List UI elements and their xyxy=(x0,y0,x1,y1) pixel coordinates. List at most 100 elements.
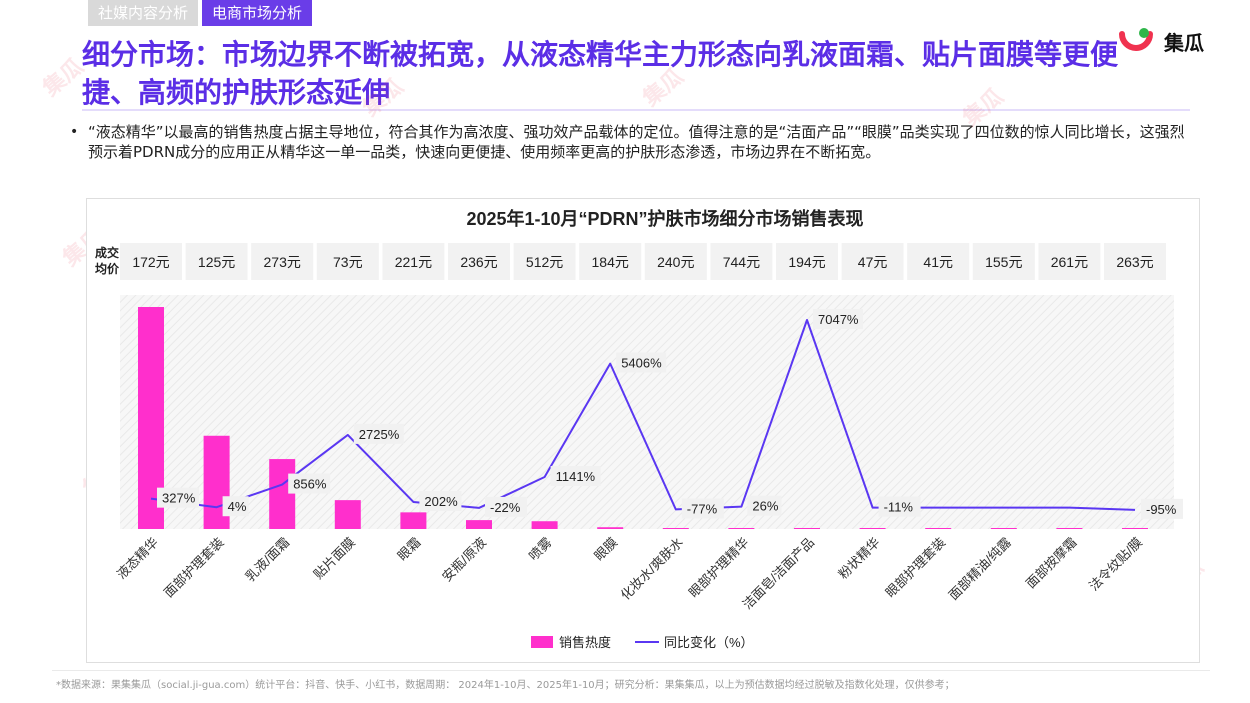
price-cell xyxy=(644,243,707,280)
price-value: 41元 xyxy=(923,254,953,270)
summary-text: “液态精华”以最高的销售热度占据主导地位，符合其作为高浓度、强功效产品载体的定位… xyxy=(88,123,1185,161)
x-tick-label: 面部按摩霜 xyxy=(1023,535,1080,592)
price-value: 155元 xyxy=(985,254,1022,270)
bar-sales xyxy=(531,521,558,529)
data-label: -11% xyxy=(884,500,914,515)
price-cell xyxy=(185,243,248,280)
x-tick-label: 眼部护理精华 xyxy=(686,535,752,601)
x-tick-label: 粉状精华 xyxy=(835,535,882,582)
x-tick-label: 面部护理套装 xyxy=(161,535,227,601)
data-label: 4% xyxy=(228,499,247,514)
brand-logo: 集瓜 xyxy=(1118,26,1204,56)
price-value: 273元 xyxy=(264,254,301,270)
top-tabs: 社媒内容分析 电商市场分析 xyxy=(88,0,313,26)
data-label-bg xyxy=(353,423,404,444)
data-label: 1141% xyxy=(556,469,596,484)
price-value: 236元 xyxy=(460,254,497,270)
price-cell xyxy=(1038,243,1101,280)
legend-swatch-bar xyxy=(531,636,553,648)
data-label-bg xyxy=(747,495,782,516)
sales-chart: 2025年1-10月“PDRN”护肤市场细分市场销售表现 成交 均价 172元 1… xyxy=(95,208,1183,650)
x-tick-label: 眼膜 xyxy=(591,535,620,564)
x-tick-label: 安瓶/原液 xyxy=(439,535,489,585)
x-tick-label: 乳液/面霜 xyxy=(242,535,292,585)
price-value: 184元 xyxy=(592,254,629,270)
price-cell xyxy=(841,243,904,280)
price-value: 47元 xyxy=(858,254,888,270)
data-label: -77% xyxy=(687,501,718,516)
price-cell xyxy=(513,243,576,280)
brand-mark-icon xyxy=(1119,28,1153,51)
data-label-bg xyxy=(550,466,601,487)
price-cell xyxy=(316,243,379,280)
data-label: 856% xyxy=(293,477,327,492)
price-row-label-2: 均价 xyxy=(95,261,120,276)
data-label: -22% xyxy=(490,500,521,515)
data-label-bg xyxy=(222,496,249,517)
price-value: 125元 xyxy=(198,254,235,270)
bar-sales xyxy=(794,528,820,529)
x-tick-label: 液态精华 xyxy=(114,535,161,582)
bar-sales xyxy=(1122,528,1148,529)
price-value: 194元 xyxy=(788,254,825,270)
price-value: 263元 xyxy=(1116,254,1153,270)
data-label-bg xyxy=(878,496,921,517)
price-cell xyxy=(972,243,1035,280)
page-title: 细分市场：市场边界不断被拓宽，从液态精华主力形态向乳液面霜、贴片面膜等更便捷、高… xyxy=(82,38,1119,109)
x-tick-label: 洁面皂/洁面产品 xyxy=(740,535,818,613)
x-tick-label: 贴片面膜 xyxy=(311,535,358,582)
price-cell xyxy=(1104,243,1166,280)
data-label: -95% xyxy=(1146,502,1177,517)
bar-sales xyxy=(1056,528,1083,529)
price-row-label-1: 成交 xyxy=(95,245,119,260)
bar-sales xyxy=(728,528,755,529)
price-value: 240元 xyxy=(657,254,694,270)
price-value: 744元 xyxy=(723,254,760,270)
price-cell xyxy=(579,243,642,280)
tab-ecommerce-market[interactable]: 电商市场分析 xyxy=(202,0,313,26)
price-cell xyxy=(251,243,314,280)
data-label-bg xyxy=(681,498,724,519)
title-divider xyxy=(82,109,1190,111)
price-cell xyxy=(776,243,838,280)
data-label: 327% xyxy=(162,491,196,506)
bar-sales xyxy=(334,500,361,529)
footer-note: *数据来源：果集集瓜（social.ji-gua.com）统计平台：抖音、快手、… xyxy=(56,680,955,691)
price-cell xyxy=(907,243,970,280)
tab-social-content[interactable]: 社媒内容分析 xyxy=(88,0,199,26)
data-label-bg xyxy=(157,487,199,508)
price-cell xyxy=(710,243,773,280)
line-yoy xyxy=(150,319,1136,511)
bar-sales xyxy=(925,528,952,529)
bar-sales xyxy=(859,528,886,529)
price-value: 512元 xyxy=(526,254,563,270)
data-label-bg xyxy=(813,309,863,329)
x-tick-label: 眼霜 xyxy=(395,535,424,564)
bar-sales xyxy=(662,528,689,529)
data-label: 5406% xyxy=(621,356,662,371)
price-value: 261元 xyxy=(1051,254,1088,270)
footer-divider xyxy=(52,670,1210,671)
price-value: 221元 xyxy=(395,254,432,270)
chart-panel: 2025年1-10月“PDRN”护肤市场细分市场销售表现 成交 均价 172元 1… xyxy=(86,198,1200,663)
price-cell xyxy=(382,243,445,280)
bullet-dot-icon: • xyxy=(70,124,79,140)
data-label-bg xyxy=(616,352,667,373)
legend-label-line: 同比变化（%） xyxy=(664,635,754,650)
bar-sales xyxy=(400,512,427,529)
data-label: 2725% xyxy=(359,427,400,442)
data-label: 7047% xyxy=(818,312,859,327)
data-label: 26% xyxy=(752,499,778,514)
brand-name: 集瓜 xyxy=(1164,30,1204,55)
x-tick-label: 化妆水/爽肤水 xyxy=(618,535,686,603)
chart-title: 2025年1-10月“PDRN”护肤市场细分市场销售表现 xyxy=(466,208,863,229)
data-label-bg xyxy=(288,473,331,494)
data-label-bg xyxy=(419,490,462,511)
price-cell xyxy=(448,243,510,280)
bar-sales xyxy=(466,520,492,529)
x-tick-label: 眼部护理套装 xyxy=(883,535,949,601)
data-label-bg xyxy=(1141,498,1183,519)
price-cell xyxy=(120,243,182,280)
bar-sales xyxy=(597,527,624,529)
data-label: 202% xyxy=(424,494,458,509)
